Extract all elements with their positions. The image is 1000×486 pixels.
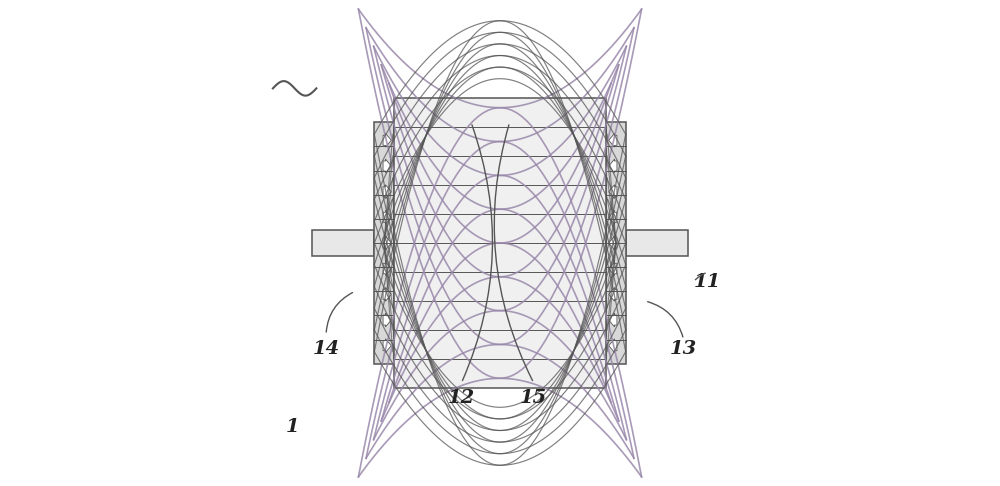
Bar [626,230,688,256]
FancyArrow shape [383,159,391,173]
FancyArrow shape [609,133,617,147]
FancyArrow shape [609,313,617,327]
FancyArrow shape [609,236,617,250]
FancyArrow shape [383,236,391,250]
Text: 15: 15 [520,389,547,407]
FancyArrow shape [383,210,391,224]
Text: 13: 13 [670,340,697,358]
FancyArrow shape [383,133,391,147]
FancyArrow shape [383,313,391,327]
Text: 12: 12 [448,389,475,407]
FancyArrow shape [609,210,617,224]
Text: 11: 11 [694,273,721,291]
Text: 1: 1 [285,417,299,435]
FancyArrow shape [609,287,617,301]
FancyArrow shape [383,339,391,353]
Bar [312,230,374,256]
FancyArrow shape [383,262,391,276]
FancyArrow shape [609,185,617,199]
FancyArrow shape [383,185,391,199]
Bar [374,122,394,364]
Text: 14: 14 [312,340,340,358]
FancyArrow shape [609,262,617,276]
Bar [606,122,626,364]
FancyArrow shape [609,339,617,353]
Bar [394,98,606,388]
FancyArrow shape [383,287,391,301]
FancyArrow shape [609,159,617,173]
